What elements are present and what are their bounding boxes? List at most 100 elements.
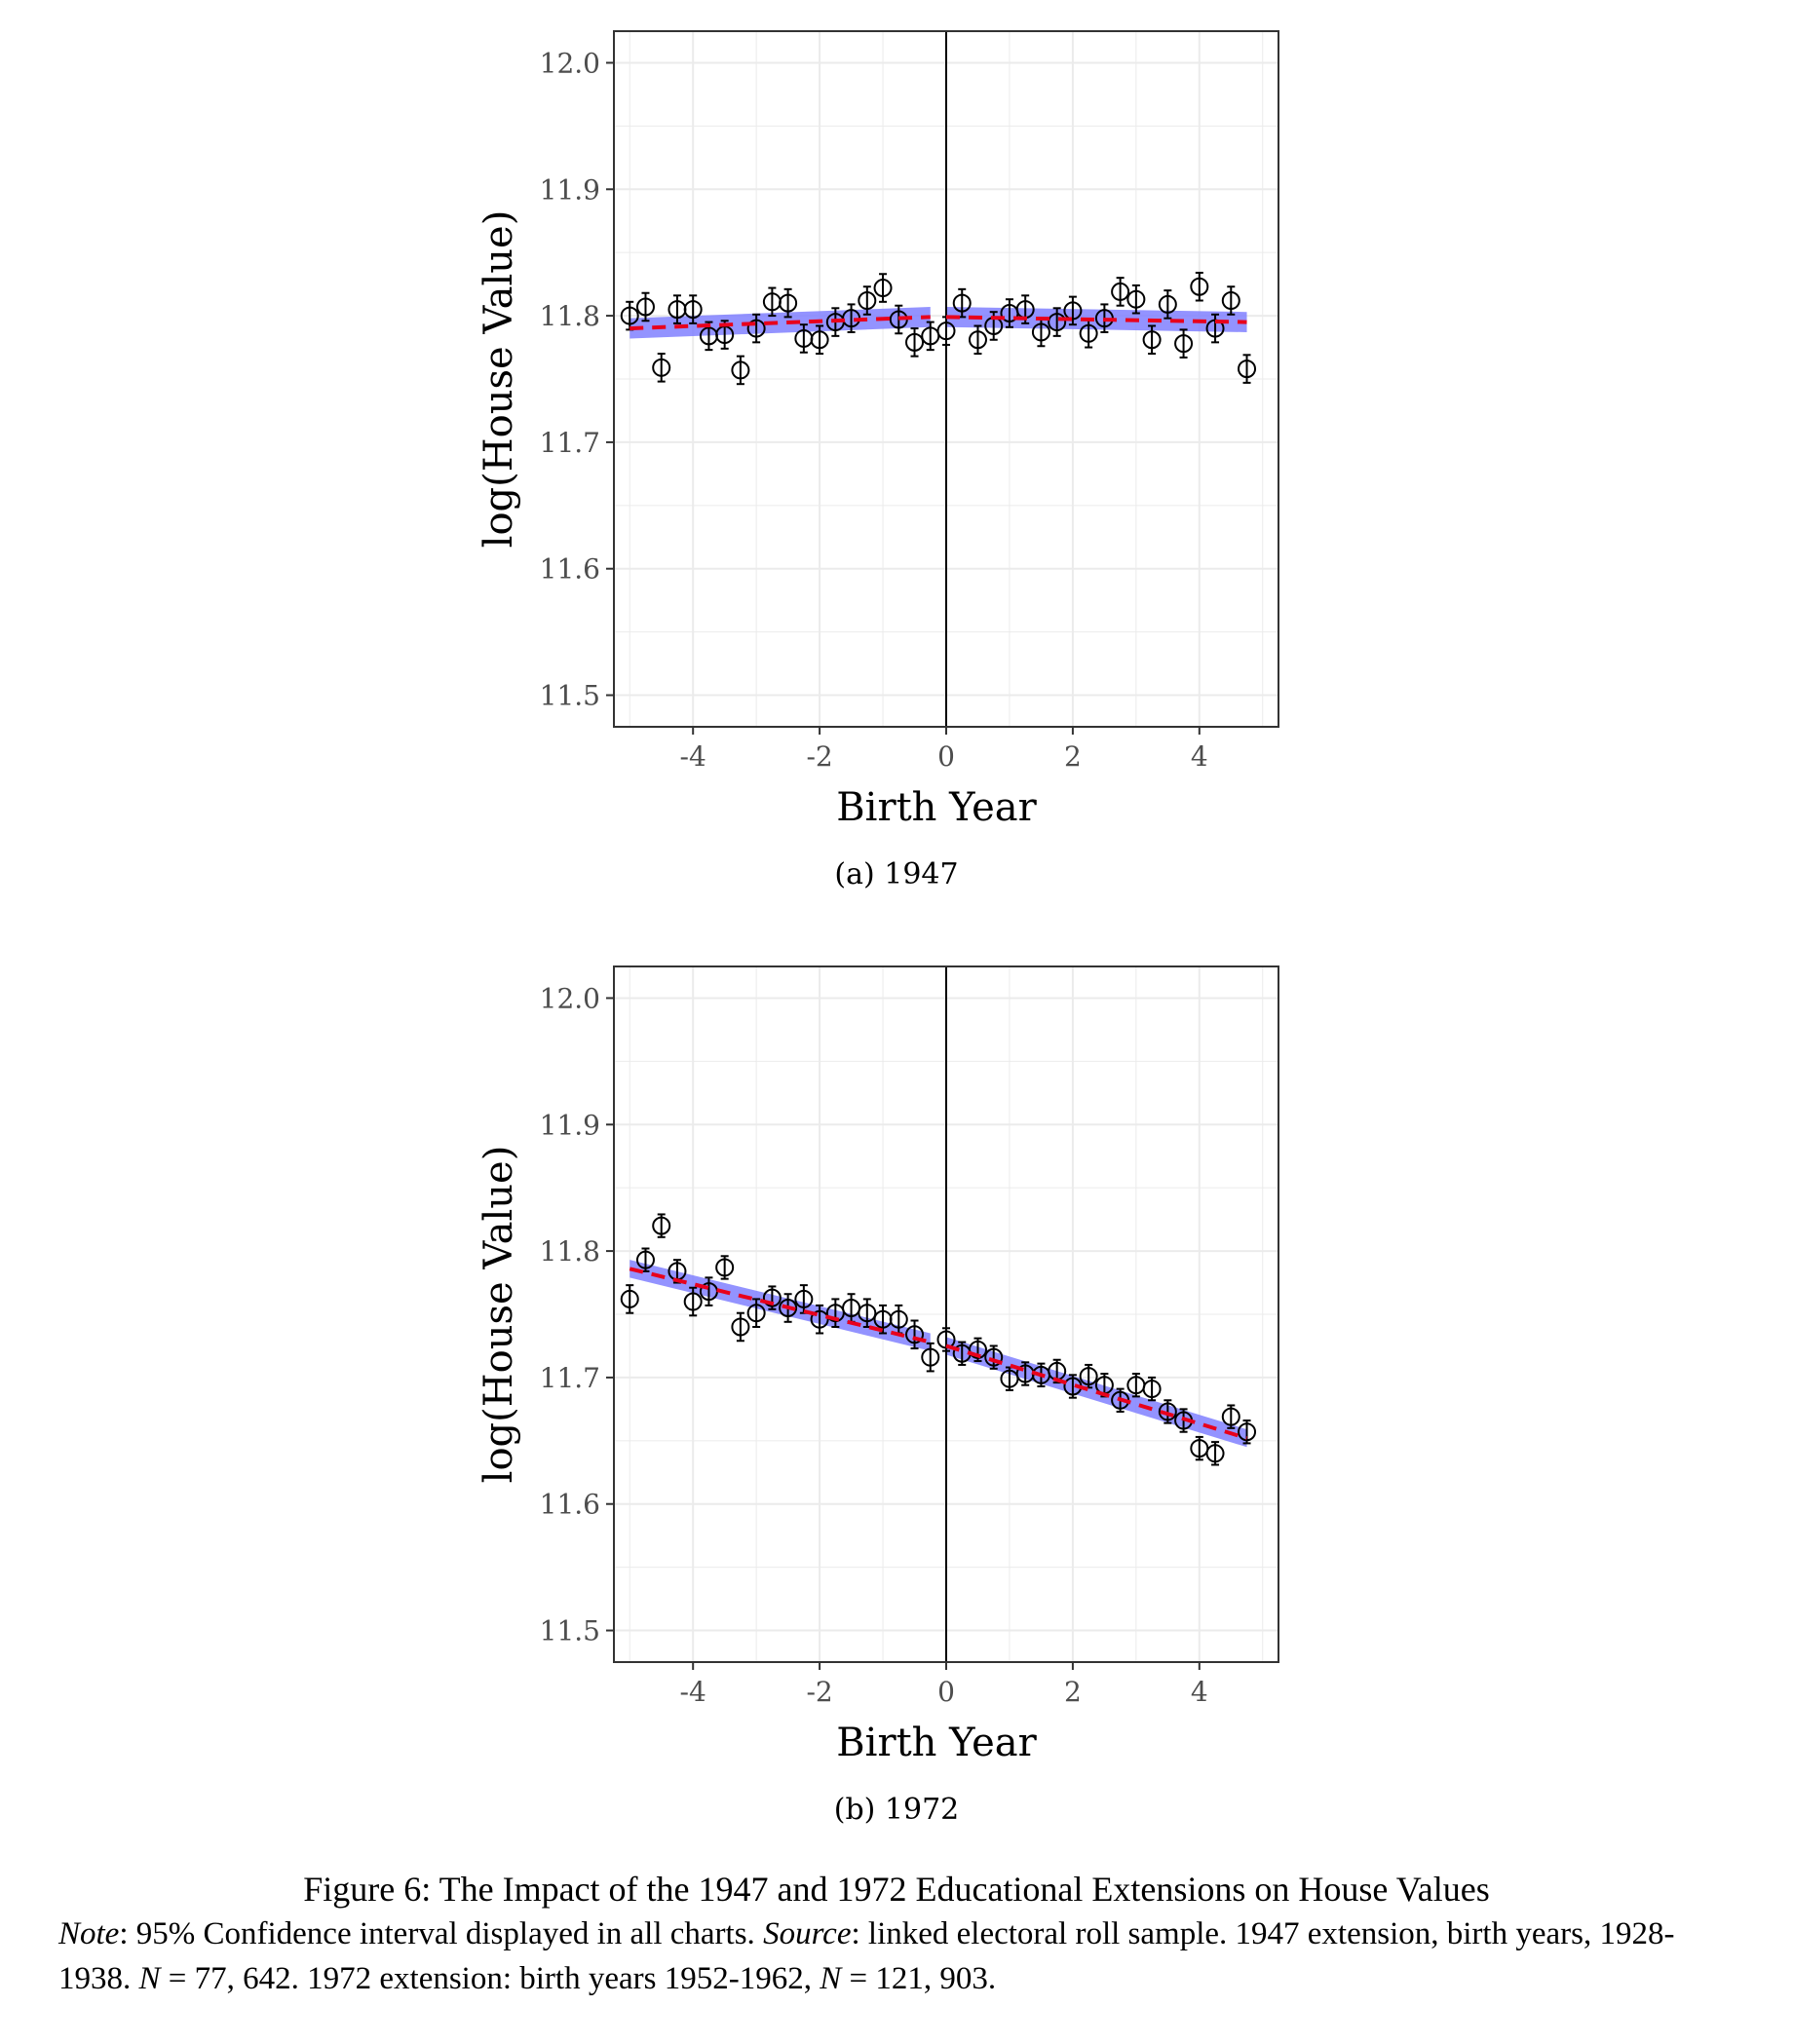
point-marker <box>1031 322 1050 342</box>
point-marker <box>968 1340 987 1359</box>
point-marker <box>652 1216 671 1235</box>
data-point <box>620 300 639 331</box>
data-point <box>794 1284 814 1314</box>
data-point <box>810 324 829 356</box>
y-tick-label: 11.7 <box>540 427 600 459</box>
point-marker <box>858 1304 877 1323</box>
data-point <box>921 1342 940 1373</box>
n-value-2: = 121, 903. <box>841 1961 997 1996</box>
point-marker <box>731 360 750 380</box>
point-marker <box>1048 313 1067 332</box>
chart-1947: 11.5 11.6 11.7 11.8 11.9 12.0 -4 -2 0 2 4 Birth Yea… <box>477 30 1279 830</box>
point-marker <box>889 1309 908 1329</box>
point-marker <box>762 1288 782 1307</box>
x-tick-label: 2 <box>1064 1676 1082 1708</box>
data-point <box>1205 313 1225 344</box>
data-point <box>1221 1404 1240 1429</box>
data-point <box>1238 354 1257 384</box>
data-point <box>746 313 766 344</box>
x-tick-label: -2 <box>806 1676 832 1708</box>
point-marker <box>1063 301 1083 321</box>
x-tick-label: 0 <box>937 1676 955 1708</box>
n-symbol-1: N <box>138 1961 161 1996</box>
data-point <box>1158 289 1177 320</box>
point-marker <box>984 1347 1004 1367</box>
data-point <box>652 1213 671 1238</box>
data-point <box>1142 324 1162 356</box>
point-marker <box>620 306 639 325</box>
data-point <box>1221 285 1240 316</box>
data-point <box>683 1286 703 1317</box>
point-marker <box>794 1289 814 1308</box>
data-point <box>731 1311 750 1343</box>
point-marker <box>683 1292 703 1311</box>
point-marker <box>1221 291 1240 311</box>
y-tick-label: 11.8 <box>540 300 600 332</box>
data-point <box>1174 328 1194 359</box>
point-marker <box>635 297 655 317</box>
figure-title: Figure 6: The Impact of the 1947 and 197… <box>303 1870 1490 1909</box>
data-point <box>1079 1363 1098 1389</box>
point-marker <box>1142 1380 1162 1399</box>
chart-panel-a: 11.5 11.6 11.7 11.8 11.9 12.0 -4 -2 0 2 4 Birth Yea… <box>0 0 1793 906</box>
point-marker <box>968 330 987 350</box>
subcaption-a: (a) 1947 <box>834 857 959 891</box>
point-marker <box>905 332 925 352</box>
point-marker <box>1221 1407 1240 1426</box>
data-point <box>699 1276 718 1306</box>
point-marker <box>1158 1402 1177 1421</box>
n-symbol-2: N <box>820 1961 842 1996</box>
data-point <box>1126 284 1146 315</box>
point-marker <box>1158 294 1177 314</box>
data-point <box>715 1255 735 1280</box>
x-tick-label: 2 <box>1064 740 1082 773</box>
figure-caption: Figure 6: The Impact of the 1947 and 197… <box>58 1867 1735 2001</box>
note-text-1: : 95% Confidence interval displayed in a… <box>119 1916 764 1951</box>
point-marker <box>858 291 877 311</box>
point-marker <box>1142 330 1162 350</box>
chart-1972: 11.5 11.6 11.7 11.8 11.9 12.0 -4 -2 0 2 4 Birth Yea… <box>477 965 1279 1765</box>
data-point <box>779 287 798 319</box>
data-point <box>652 353 671 383</box>
source-label: Source <box>763 1916 852 1951</box>
data-point <box>905 1319 925 1350</box>
point-marker <box>1205 1444 1225 1463</box>
x-tick-label: -4 <box>680 740 706 773</box>
y-tick-label: 11.8 <box>540 1235 600 1268</box>
point-marker <box>921 1347 940 1367</box>
data-point <box>683 294 703 324</box>
point-marker <box>652 358 671 377</box>
data-point <box>635 1247 655 1272</box>
y-tick-label: 12.0 <box>540 982 600 1014</box>
point-marker <box>936 322 956 341</box>
data-point <box>731 355 750 386</box>
data-point <box>968 324 987 356</box>
point-marker <box>731 1317 750 1337</box>
y-tick-label: 11.9 <box>540 1109 600 1141</box>
y-tick-label: 11.6 <box>540 553 600 586</box>
y-tick-label: 11.6 <box>540 1489 600 1521</box>
fit-line-left <box>629 315 931 331</box>
x-axis-title: Birth Year <box>836 785 1037 830</box>
chart-panel-b: 11.5 11.6 11.7 11.8 11.9 12.0 -4 -2 0 2 4 Birth Yea… <box>0 935 1793 1841</box>
x-tick-label: -2 <box>806 740 832 773</box>
point-marker <box>746 319 766 338</box>
data-point <box>620 1284 639 1314</box>
y-tick-label: 12.0 <box>540 47 600 79</box>
data-point <box>984 1344 1004 1370</box>
data-point <box>1205 1441 1225 1466</box>
data-point <box>746 1298 766 1328</box>
point-marker <box>779 1299 798 1318</box>
note-label: Note <box>58 1916 120 1951</box>
y-tick-label: 11.5 <box>540 1615 600 1647</box>
point-marker <box>810 330 829 350</box>
data-point <box>1190 271 1209 302</box>
point-marker <box>620 1289 639 1308</box>
x-tick-label: 4 <box>1191 1676 1208 1708</box>
data-point <box>1158 1399 1177 1424</box>
data-point <box>952 287 972 319</box>
y-axis-title: log(House Value) <box>477 210 521 549</box>
point-marker <box>1238 360 1257 379</box>
x-axis-title: Birth Year <box>836 1721 1037 1765</box>
subcaption-b: (b) 1972 <box>833 1793 960 1827</box>
